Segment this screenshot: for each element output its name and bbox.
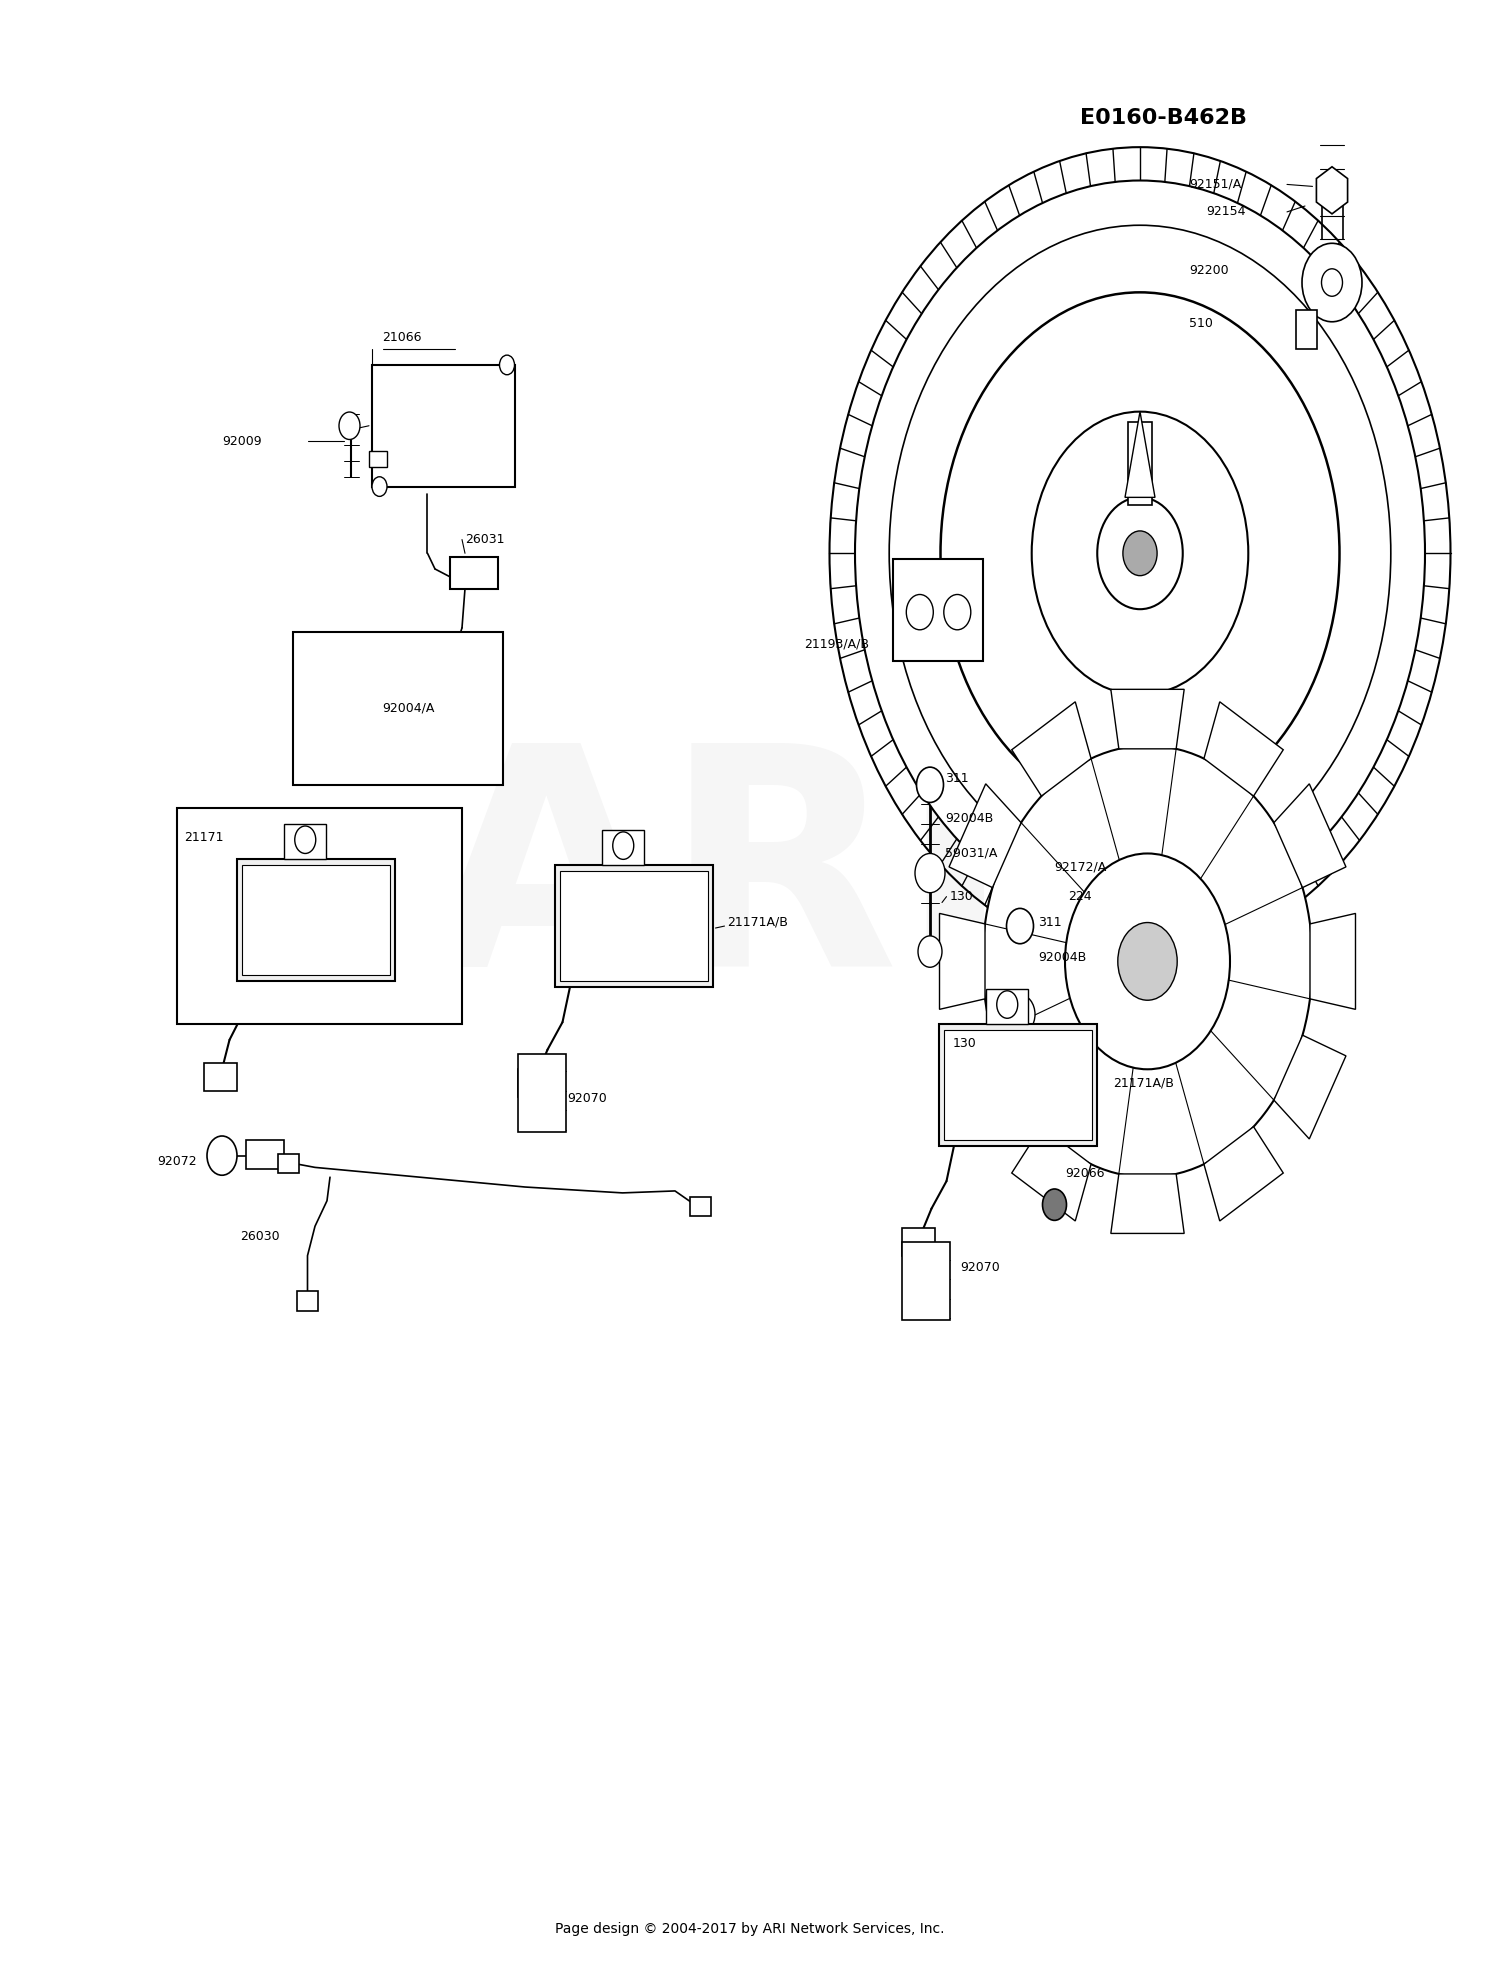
- Bar: [204, 1063, 237, 1091]
- Text: ARI: ARI: [427, 734, 1012, 1032]
- Polygon shape: [1112, 689, 1184, 749]
- Bar: [246, 1140, 284, 1169]
- Bar: [944, 1030, 1092, 1140]
- Polygon shape: [1274, 1036, 1346, 1140]
- Circle shape: [916, 767, 944, 802]
- Bar: [518, 1054, 566, 1132]
- Text: 92004B: 92004B: [945, 812, 993, 824]
- Text: 130: 130: [950, 891, 974, 903]
- Text: 92154: 92154: [1206, 206, 1245, 218]
- Text: 92070: 92070: [567, 1093, 606, 1105]
- Circle shape: [435, 644, 465, 683]
- Polygon shape: [939, 914, 986, 1008]
- Text: 510: 510: [1190, 318, 1214, 330]
- Text: 92004/A: 92004/A: [382, 702, 435, 714]
- Circle shape: [444, 655, 456, 671]
- Circle shape: [612, 832, 633, 859]
- Circle shape: [1007, 908, 1034, 944]
- Bar: [450, 557, 498, 589]
- Circle shape: [890, 226, 1390, 881]
- Circle shape: [944, 594, 970, 630]
- Polygon shape: [1204, 1126, 1284, 1220]
- Text: 92070: 92070: [960, 1262, 999, 1273]
- Text: 26031: 26031: [465, 534, 504, 545]
- Circle shape: [1032, 412, 1248, 695]
- Polygon shape: [1310, 914, 1356, 1008]
- Bar: [278, 1154, 298, 1173]
- Circle shape: [1005, 995, 1035, 1034]
- Text: 130: 130: [952, 1038, 976, 1050]
- Circle shape: [915, 853, 945, 893]
- Polygon shape: [1317, 167, 1347, 214]
- Circle shape: [918, 936, 942, 967]
- Circle shape: [500, 355, 514, 375]
- Text: E0160-B462B: E0160-B462B: [1080, 108, 1246, 128]
- Text: 92172/A: 92172/A: [1054, 861, 1107, 873]
- Bar: [892, 559, 983, 661]
- Text: 92072: 92072: [158, 1156, 196, 1167]
- Bar: [292, 632, 502, 785]
- Bar: [237, 859, 394, 981]
- Polygon shape: [1011, 702, 1090, 797]
- Text: 92004B: 92004B: [1038, 952, 1086, 963]
- Bar: [1128, 422, 1152, 504]
- Circle shape: [1322, 269, 1342, 296]
- Text: 224: 224: [1068, 891, 1092, 903]
- Text: 21171: 21171: [184, 832, 224, 844]
- Text: 92200: 92200: [1190, 265, 1228, 277]
- Circle shape: [1042, 1189, 1066, 1220]
- Bar: [902, 1228, 934, 1256]
- Bar: [297, 1291, 318, 1311]
- Circle shape: [855, 181, 1425, 926]
- Circle shape: [294, 826, 315, 853]
- Polygon shape: [1011, 1126, 1090, 1220]
- Circle shape: [1096, 498, 1182, 608]
- Circle shape: [207, 1136, 237, 1175]
- Circle shape: [1118, 922, 1178, 1001]
- Circle shape: [906, 594, 933, 630]
- Bar: [177, 808, 462, 1024]
- Polygon shape: [1274, 783, 1346, 887]
- Polygon shape: [950, 1036, 1022, 1140]
- Bar: [369, 451, 387, 467]
- Circle shape: [940, 292, 1340, 814]
- Polygon shape: [950, 783, 1022, 887]
- Circle shape: [996, 991, 1017, 1018]
- Text: 311: 311: [945, 773, 969, 785]
- Circle shape: [339, 412, 360, 439]
- Bar: [518, 1069, 550, 1097]
- Text: 21066: 21066: [382, 332, 422, 343]
- Bar: [372, 365, 514, 487]
- Bar: [902, 1242, 950, 1320]
- Text: 92151/A: 92151/A: [1190, 179, 1242, 190]
- Bar: [987, 989, 1029, 1024]
- Text: 311: 311: [1038, 916, 1062, 928]
- Circle shape: [372, 477, 387, 496]
- Bar: [690, 1197, 711, 1216]
- Polygon shape: [1125, 412, 1155, 498]
- Bar: [560, 871, 708, 981]
- Text: 21171A/B: 21171A/B: [1113, 1077, 1174, 1089]
- Bar: [939, 1024, 1096, 1146]
- Text: 92009: 92009: [222, 436, 261, 447]
- Circle shape: [1065, 853, 1230, 1069]
- Circle shape: [1124, 532, 1156, 575]
- Text: 92066: 92066: [1065, 1167, 1104, 1179]
- Text: 21193/A/B: 21193/A/B: [804, 638, 868, 649]
- Bar: [555, 865, 712, 987]
- Bar: [602, 830, 645, 865]
- Circle shape: [1008, 1058, 1032, 1089]
- Text: Page design © 2004-2017 by ARI Network Services, Inc.: Page design © 2004-2017 by ARI Network S…: [555, 1921, 945, 1936]
- Text: 59031/A: 59031/A: [945, 848, 998, 859]
- Polygon shape: [1204, 702, 1284, 797]
- Circle shape: [982, 746, 1312, 1177]
- Bar: [285, 824, 327, 859]
- Polygon shape: [1112, 1173, 1184, 1234]
- Circle shape: [1302, 243, 1362, 322]
- Bar: [1296, 310, 1317, 349]
- Text: 26030: 26030: [240, 1230, 279, 1242]
- Text: 21171A/B: 21171A/B: [728, 916, 789, 928]
- Bar: [242, 865, 390, 975]
